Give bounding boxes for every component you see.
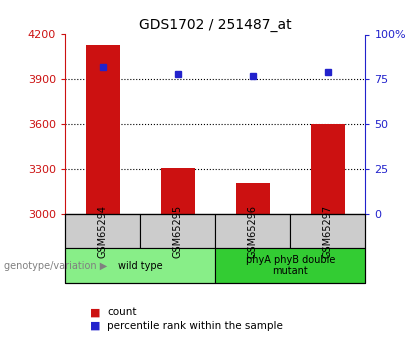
Bar [215,214,290,248]
Text: ■: ■ [90,321,101,331]
Bar [140,214,215,248]
Bar [65,214,140,248]
Bar [65,248,215,283]
Bar [311,124,345,214]
Text: GSM65294: GSM65294 [97,205,108,258]
Text: phyA phyB double
mutant: phyA phyB double mutant [246,255,335,276]
Bar [86,45,120,214]
Bar [161,168,194,214]
Text: GSM65295: GSM65295 [173,205,183,258]
Text: wild type: wild type [118,261,163,270]
Title: GDS1702 / 251487_at: GDS1702 / 251487_at [139,18,291,32]
Text: ■: ■ [90,307,101,317]
Bar [215,248,365,283]
Text: GSM65296: GSM65296 [248,205,258,258]
Text: percentile rank within the sample: percentile rank within the sample [107,321,283,331]
Text: genotype/variation ▶: genotype/variation ▶ [4,261,108,270]
Bar [290,214,365,248]
Text: count: count [107,307,136,317]
Text: GSM65297: GSM65297 [323,205,333,258]
Bar [236,183,270,214]
